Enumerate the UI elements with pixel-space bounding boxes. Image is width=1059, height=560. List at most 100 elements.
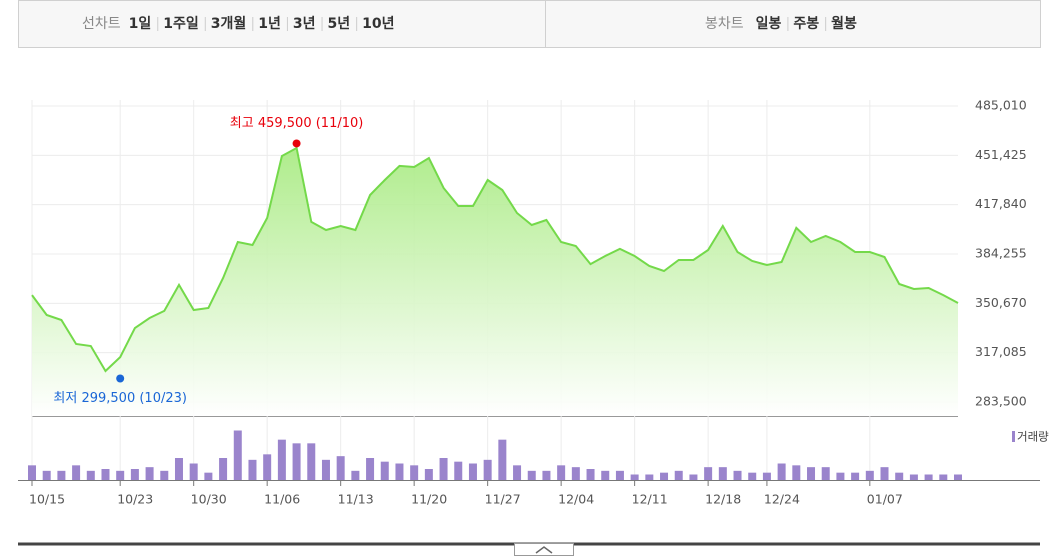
volume-bar (72, 465, 81, 480)
volume-bar (380, 461, 389, 480)
x-tick-label: 12/04 (558, 492, 594, 507)
period-tab[interactable]: 3개월 (211, 15, 247, 32)
volume-bar (762, 472, 771, 480)
extreme-marker (116, 374, 125, 383)
toolbar-label: 선차트 (82, 16, 121, 32)
volume-bar (939, 474, 948, 480)
volume-bar (718, 467, 727, 480)
y-tick-label: 384,255 (975, 246, 1027, 261)
period-tab[interactable]: 5년 (328, 16, 351, 32)
volume-bar (351, 470, 360, 480)
volume-bar (689, 474, 698, 480)
x-tick-label: 11/06 (264, 492, 300, 507)
volume-bar (586, 469, 595, 480)
volume-bar (321, 459, 330, 480)
volume-bar (542, 470, 551, 480)
volume-bar (160, 470, 169, 480)
toolbar (18, 0, 1041, 48)
volume-bar (28, 465, 36, 480)
x-tick-label: 10/15 (29, 492, 65, 507)
volume-bar (424, 469, 433, 480)
x-tick-label: 11/27 (485, 492, 521, 507)
x-tick-label: 12/18 (705, 492, 741, 507)
volume-bar (704, 467, 713, 480)
volume-bar (865, 470, 874, 480)
volume-bar (233, 430, 242, 480)
volume-bar (674, 470, 683, 480)
volume-bar (483, 459, 492, 480)
extreme-marker (292, 139, 301, 148)
volume-bar (57, 470, 66, 480)
volume-bar (733, 470, 742, 480)
volume-bar (263, 454, 272, 480)
x-tick-label: 01/07 (867, 492, 903, 507)
volume-bar (527, 470, 536, 480)
y-tick-label: 417,840 (975, 196, 1027, 211)
volume-bar (454, 461, 463, 480)
volume-bar (777, 463, 786, 480)
y-tick-label: 317,085 (975, 344, 1027, 359)
y-tick-label: 451,425 (975, 147, 1027, 162)
volume-bar (557, 465, 566, 480)
volume-bar (954, 474, 962, 480)
volume-bar (909, 474, 918, 480)
volume-bar (807, 467, 816, 480)
volume-bar (924, 474, 933, 480)
price-line (31, 146, 959, 373)
x-tick-label: 10/30 (191, 492, 227, 507)
toolbar-label: 봉차트 (705, 16, 744, 32)
volume-bar (513, 465, 522, 480)
volume-bar (174, 458, 183, 480)
y-tick-label: 283,500 (975, 394, 1027, 409)
x-tick-label: 11/20 (411, 492, 447, 507)
volume-bar (615, 470, 624, 480)
volume-bar (130, 469, 139, 480)
x-tick-label: 11/13 (338, 492, 374, 507)
volume-bar (86, 470, 95, 480)
volume-bar (248, 459, 257, 480)
x-tick-label: 10/23 (117, 492, 153, 507)
y-tick-label: 350,670 (975, 295, 1027, 310)
volume-bar (336, 456, 345, 480)
candle-tab[interactable]: 월봉 (831, 15, 857, 32)
volume-bar (307, 443, 316, 480)
volume-bar (145, 467, 154, 480)
y-tick-label: 485,010 (975, 98, 1027, 113)
volume-bar (792, 465, 801, 480)
volume-bar (630, 474, 639, 480)
volume-bar (219, 458, 228, 480)
volume-bar (645, 474, 654, 480)
area-fill (32, 148, 958, 416)
period-tab[interactable]: 1주일 (163, 16, 199, 32)
volume-bar (895, 472, 904, 480)
volume-bar (660, 472, 669, 480)
volume-bar (101, 469, 110, 480)
period-tab[interactable]: 10년 (362, 16, 394, 32)
volume-bar (439, 458, 448, 480)
volume-bar (116, 470, 125, 480)
volume-bar (498, 439, 507, 480)
volume-bar (292, 443, 301, 480)
legend-swatch (1012, 431, 1015, 442)
volume-bar (821, 467, 830, 480)
x-tick-label: 12/11 (632, 492, 668, 507)
volume-bar (395, 463, 404, 480)
extreme-label: 최고 459,500 (11/10) (230, 116, 364, 131)
volume-bar (880, 467, 889, 480)
volume-bar (410, 465, 419, 480)
collapse-button[interactable] (514, 543, 574, 556)
candle-tab[interactable]: 일봉 (756, 16, 782, 32)
extreme-label: 최저 299,500 (10/23) (53, 391, 187, 406)
legend-label: 거래량 (1017, 430, 1049, 444)
period-tab[interactable]: 1년 (258, 16, 281, 32)
volume-bar (468, 463, 477, 480)
x-tick-label: 12/24 (764, 492, 800, 507)
period-tab[interactable]: 3년 (293, 16, 316, 32)
volume-bar (189, 463, 198, 480)
period-tab[interactable]: 1일 (129, 16, 152, 32)
candle-tab[interactable]: 주봉 (793, 16, 819, 32)
volume-bar (571, 467, 580, 480)
volume-bar (851, 472, 860, 480)
volume-bar (204, 472, 213, 480)
